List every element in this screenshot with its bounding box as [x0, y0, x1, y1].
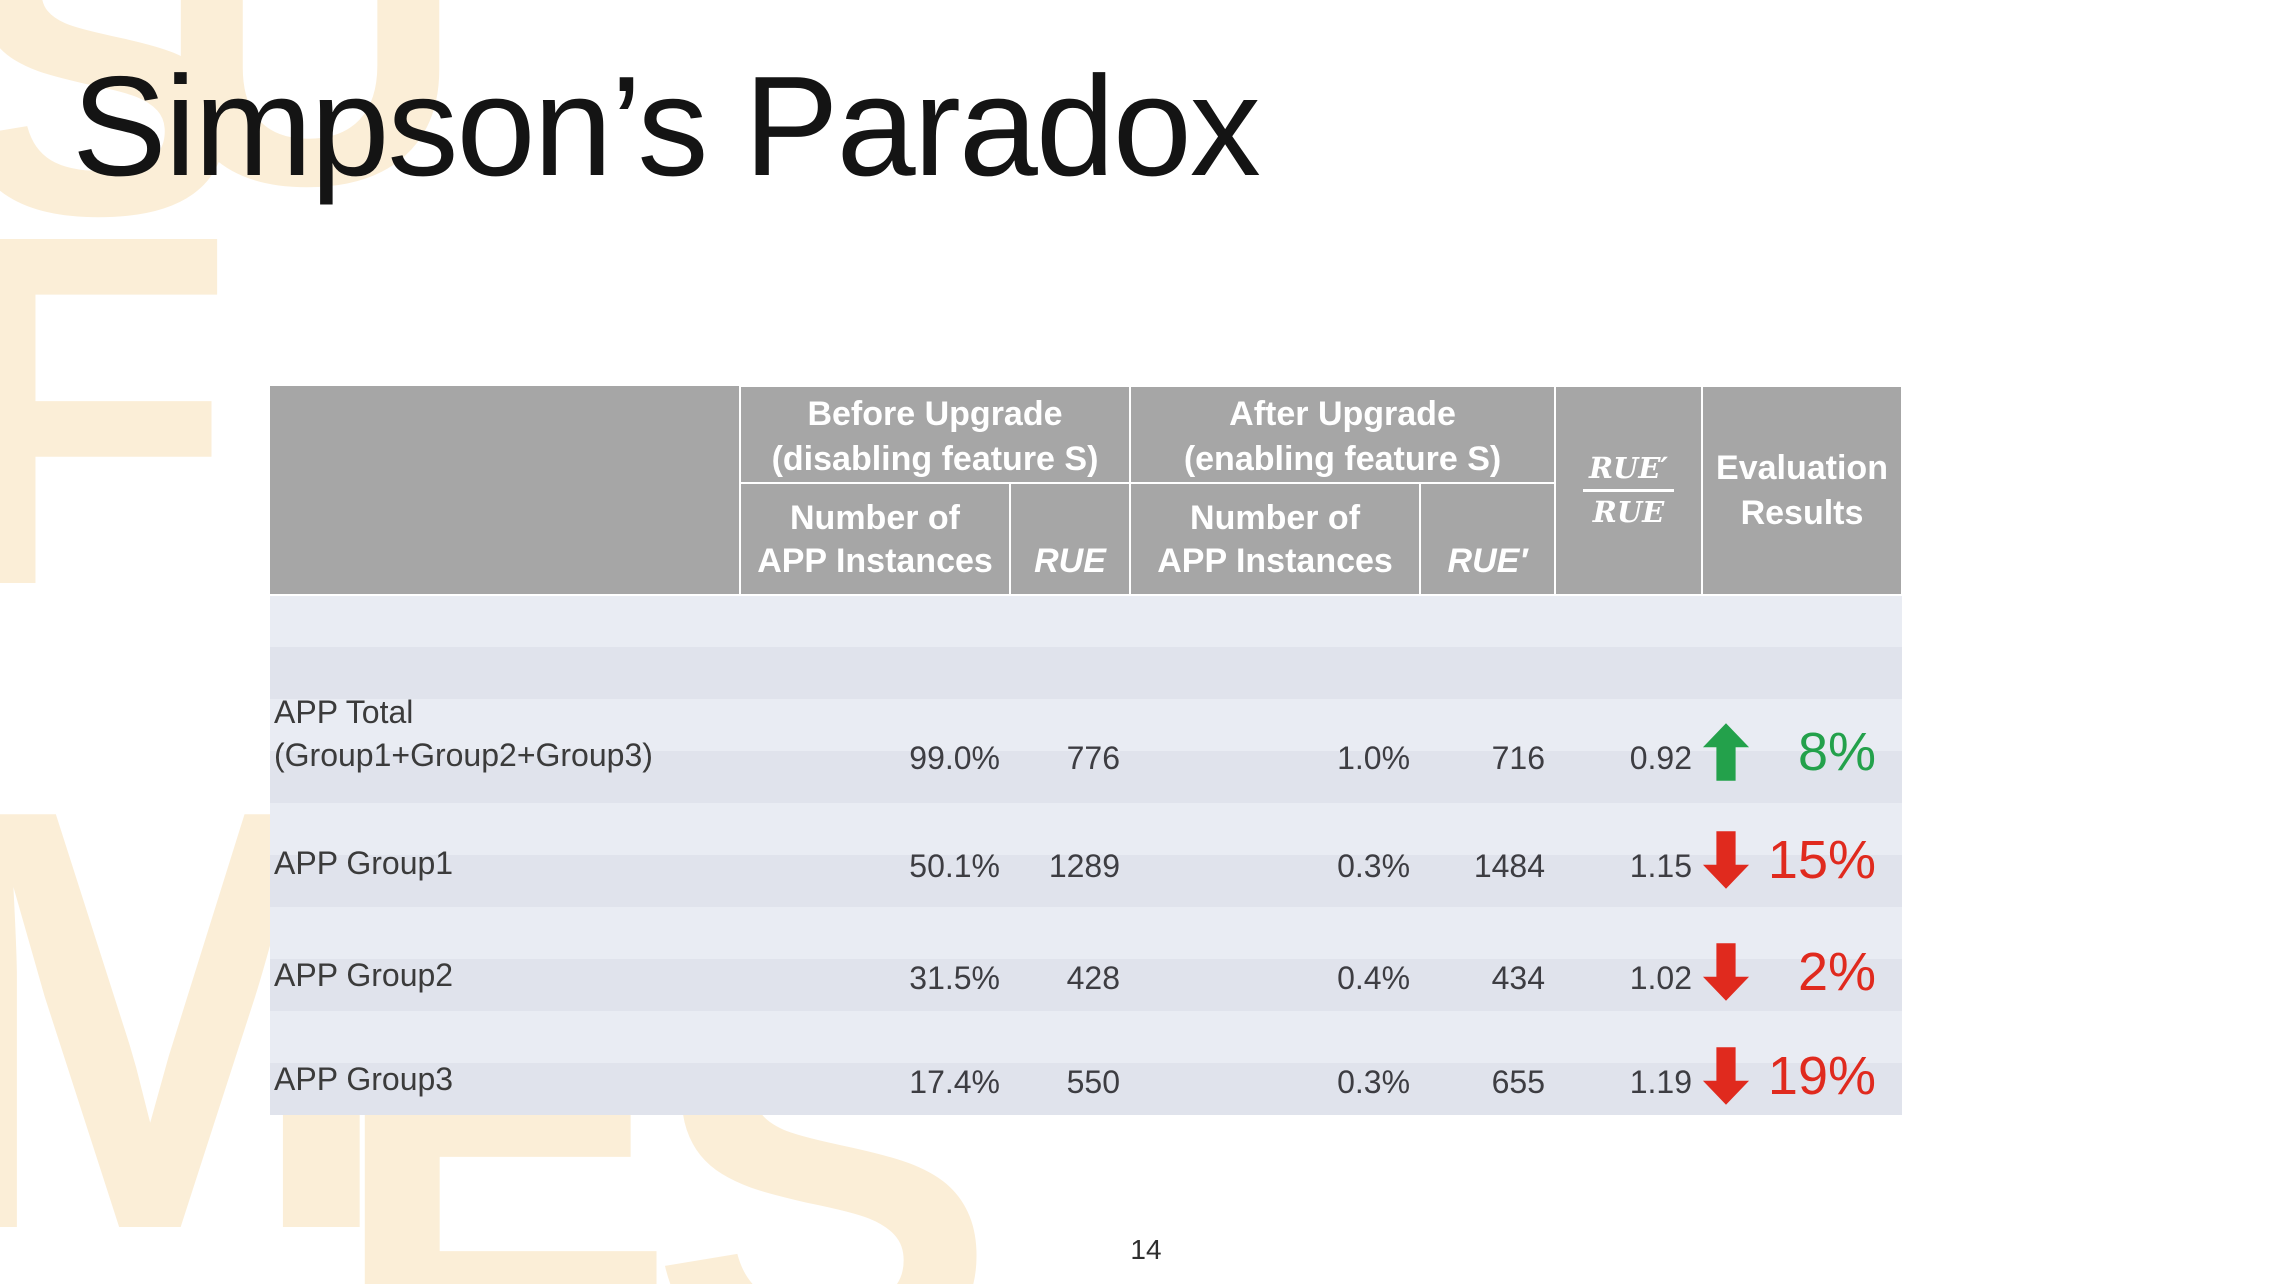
watermark-letter: F: [0, 130, 236, 689]
row-label-cell: APP Group1: [274, 844, 454, 881]
change-percentage: 15%: [1767, 830, 1877, 890]
before-rue-cell: 776: [1066, 740, 1121, 776]
page-number: 14: [1130, 1234, 1162, 1265]
evaluation-cell: 15%: [1702, 791, 1902, 899]
spacer-row: [270, 595, 1902, 645]
ratio-numerator: RUE′: [1582, 451, 1675, 492]
after-instances-cell: 1.0%: [1337, 740, 1411, 776]
after-rue-cell: 1484: [1473, 848, 1546, 884]
evaluation-content: 19%: [1702, 1047, 1876, 1105]
results-table: Before Upgrade (disabling feature S) Aft…: [270, 385, 1904, 1115]
before-instances-header: Number of APP Instances: [739, 482, 1011, 596]
before-rue-cell: 550: [1066, 1064, 1121, 1100]
before-instances-cell: 50.1%: [909, 848, 1000, 884]
watermark-letter: U: [155, 0, 466, 275]
before-rue-cell: 1289: [1048, 848, 1121, 884]
evaluation-content: 2%: [1702, 943, 1876, 1001]
up-arrow-icon: [1702, 723, 1750, 781]
ratio-cell: 0.92: [1629, 740, 1693, 776]
before-instances-cell: 99.0%: [909, 740, 1000, 776]
corner-cell: [270, 386, 741, 596]
ratio-cell: 1.19: [1629, 1064, 1693, 1100]
evaluation-cell: 2%: [1702, 899, 1902, 1011]
row-label-cell: APP Group3: [274, 1060, 454, 1097]
table-row: APP Group1 50.1% 1289 0.3% 1484 1.15 15%: [270, 791, 1902, 899]
down-arrow-icon: [1702, 831, 1750, 889]
rue-ratio-fraction: RUE′ RUE: [1582, 451, 1675, 530]
evaluation-results-header: Evaluation Results: [1701, 385, 1904, 596]
after-instances-cell: 0.3%: [1337, 848, 1411, 884]
after-rue-cell: 434: [1491, 960, 1546, 996]
after-instances-cell: 0.3%: [1337, 1064, 1411, 1100]
evaluation-cell: 19%: [1702, 1011, 1902, 1115]
change-percentage: 2%: [1797, 942, 1877, 1002]
before-instances-cell: 17.4%: [909, 1064, 1000, 1100]
after-instances-header: Number of APP Instances: [1129, 482, 1422, 596]
watermark-letter: S: [0, 0, 242, 305]
watermark-letter: E: [330, 839, 677, 1284]
after-rue-header: RUE′: [1419, 482, 1557, 596]
watermark-letter: S: [650, 889, 997, 1284]
row-label-cell: APP Group2: [274, 956, 454, 993]
table-row: APP Group3 17.4% 550 0.3% 655 1.19 19%: [270, 1011, 1902, 1115]
before-instances-cell: 31.5%: [909, 960, 1000, 996]
ratio-denominator: RUE: [1592, 495, 1665, 529]
evaluation-cell: 8%: [1702, 645, 1902, 791]
row-label-cell: APP Total (Group1+Group2+Group3): [274, 693, 653, 773]
rue-ratio-header: RUE′ RUE: [1554, 385, 1704, 596]
before-upgrade-header: Before Upgrade (disabling feature S): [738, 385, 1132, 484]
evaluation-content: 8%: [1702, 723, 1876, 781]
change-percentage: 8%: [1797, 722, 1877, 782]
after-rue-cell: 716: [1491, 740, 1546, 776]
before-rue-cell: 428: [1066, 960, 1121, 996]
down-arrow-icon: [1702, 943, 1750, 1001]
evaluation-content: 15%: [1702, 831, 1876, 889]
table-row: APP Group2 31.5% 428 0.4% 434 1.02 2%: [270, 899, 1902, 1011]
slide-title: Simpson’s Paradox: [72, 47, 1261, 206]
change-percentage: 19%: [1767, 1046, 1877, 1106]
after-instances-cell: 0.4%: [1337, 960, 1411, 996]
ratio-cell: 1.15: [1629, 848, 1693, 884]
after-upgrade-header: After Upgrade (enabling feature S): [1129, 385, 1557, 484]
watermark-letter: M: [0, 685, 400, 1284]
after-rue-cell: 655: [1491, 1064, 1546, 1100]
ratio-cell: 1.02: [1629, 960, 1693, 996]
spacer-cell: [270, 595, 1902, 645]
down-arrow-icon: [1702, 1047, 1750, 1105]
before-rue-header: RUE: [1008, 482, 1132, 596]
table-row: APP Total (Group1+Group2+Group3) 99.0% 7…: [270, 645, 1902, 791]
